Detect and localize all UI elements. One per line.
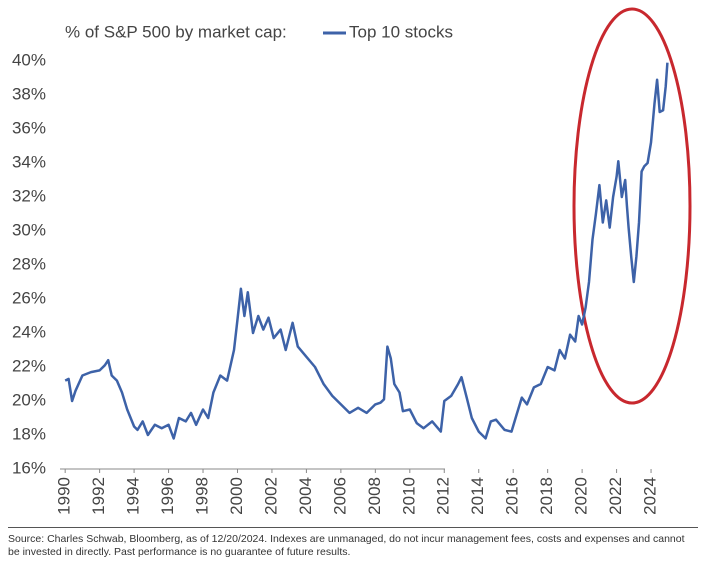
x-tick-label: 2014 — [468, 477, 487, 515]
x-tick-label: 1992 — [89, 477, 108, 515]
y-tick-label: 28% — [12, 254, 46, 273]
legend-label: Top 10 stocks — [349, 22, 453, 41]
x-tick-label: 2022 — [606, 477, 625, 515]
y-tick-label: 16% — [12, 458, 46, 477]
x-tick-label: 2018 — [537, 477, 556, 515]
y-tick-label: 20% — [12, 390, 46, 409]
chart: % of S&P 500 by market cap: Top 10 stock… — [12, 7, 692, 515]
x-tick-label: 2016 — [503, 477, 522, 515]
x-tick-label: 2024 — [641, 477, 660, 515]
y-tick-label: 38% — [12, 84, 46, 103]
x-tick-label: 2006 — [330, 477, 349, 515]
series-line — [64, 62, 669, 440]
chart-title: % of S&P 500 by market cap: — [65, 22, 287, 41]
x-tick-label: 2020 — [572, 477, 591, 515]
x-tick-label: 1996 — [158, 477, 177, 515]
y-tick-label: 36% — [12, 118, 46, 137]
y-tick-label: 18% — [12, 424, 46, 443]
x-tick-label: 2002 — [261, 477, 280, 515]
y-tick-label: 40% — [12, 50, 46, 69]
x-tick-label: 2000 — [227, 477, 246, 515]
divider — [8, 527, 698, 528]
x-tick-label: 1998 — [193, 477, 212, 515]
y-tick-label: 24% — [12, 322, 46, 341]
x-tick-label: 1990 — [55, 477, 74, 515]
x-tick-label: 2004 — [296, 477, 315, 515]
y-tick-label: 32% — [12, 186, 46, 205]
y-tick-label: 34% — [12, 152, 46, 171]
x-tick-label: 1994 — [124, 477, 143, 515]
x-tick-label: 2010 — [399, 477, 418, 515]
y-tick-label: 22% — [12, 356, 46, 375]
x-tick-label: 2008 — [365, 477, 384, 515]
y-tick-label: 30% — [12, 220, 46, 239]
x-tick-label: 2012 — [434, 477, 453, 515]
source-note: Source: Charles Schwab, Bloomberg, as of… — [8, 533, 685, 558]
y-tick-label: 26% — [12, 288, 46, 307]
highlight-ellipse — [572, 7, 692, 405]
